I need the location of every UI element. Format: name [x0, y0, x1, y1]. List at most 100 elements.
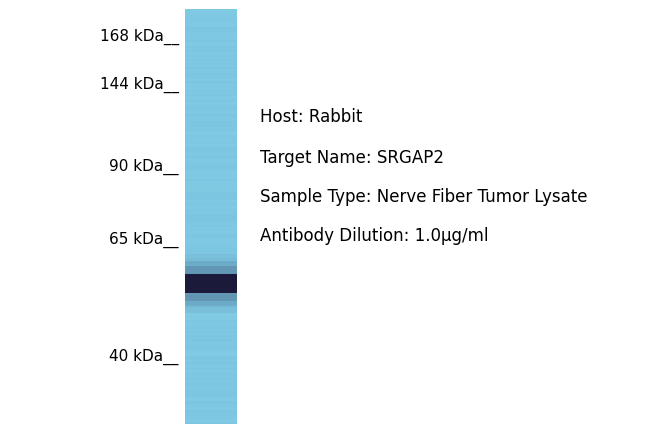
Bar	[185, 404, 237, 406]
Bar	[185, 185, 237, 187]
Bar	[185, 190, 237, 191]
Bar	[185, 289, 237, 291]
Bar	[185, 354, 237, 356]
Bar	[185, 260, 237, 262]
Bar	[185, 9, 237, 11]
Bar	[185, 19, 237, 21]
Bar	[185, 27, 237, 29]
Bar	[185, 200, 237, 202]
Bar	[185, 108, 237, 110]
Bar	[185, 294, 237, 295]
Text: Host: Rabbit: Host: Rabbit	[260, 108, 363, 126]
Text: Target Name: SRGAP2: Target Name: SRGAP2	[260, 149, 444, 167]
Bar	[185, 15, 237, 17]
Bar	[185, 25, 237, 27]
Bar	[185, 86, 237, 87]
Bar	[185, 406, 237, 408]
Bar	[185, 107, 237, 108]
Bar	[185, 225, 237, 227]
Bar	[185, 275, 237, 277]
Bar	[185, 243, 237, 246]
Bar	[185, 212, 237, 214]
Bar	[185, 255, 237, 313]
Bar	[185, 17, 237, 19]
Bar	[185, 231, 237, 233]
Bar	[185, 362, 237, 364]
Bar	[185, 94, 237, 96]
Bar	[185, 162, 237, 165]
Bar	[185, 401, 237, 404]
Bar	[185, 366, 237, 368]
Bar	[185, 261, 237, 307]
Bar	[185, 343, 237, 346]
Bar	[185, 206, 237, 208]
Bar	[185, 125, 237, 127]
Bar	[185, 179, 237, 181]
Bar	[185, 152, 237, 154]
Bar	[185, 87, 237, 90]
Bar	[185, 71, 237, 73]
Bar	[185, 84, 237, 86]
Bar	[185, 273, 237, 275]
Bar	[185, 271, 237, 273]
Bar	[185, 32, 237, 34]
Bar	[185, 171, 237, 173]
Text: 144 kDa__: 144 kDa__	[99, 76, 179, 93]
Bar	[185, 216, 237, 219]
Bar	[185, 158, 237, 160]
Bar	[185, 144, 237, 146]
Bar	[185, 387, 237, 389]
Bar	[185, 150, 237, 152]
Bar	[185, 397, 237, 399]
Bar	[185, 420, 237, 422]
Bar	[185, 34, 237, 36]
Bar	[185, 258, 237, 260]
Bar	[185, 331, 237, 333]
Bar	[185, 314, 237, 316]
Bar	[185, 221, 237, 223]
Bar	[185, 75, 237, 77]
Bar	[185, 412, 237, 414]
Bar	[185, 291, 237, 294]
Bar	[185, 375, 237, 377]
Bar	[185, 183, 237, 185]
Bar	[185, 318, 237, 320]
Bar	[185, 129, 237, 131]
Bar	[185, 127, 237, 129]
Bar	[185, 160, 237, 162]
Bar	[185, 21, 237, 23]
Bar	[185, 52, 237, 55]
Bar	[185, 410, 237, 412]
Bar	[185, 177, 237, 179]
Bar	[185, 252, 237, 254]
Bar	[185, 266, 237, 268]
Bar	[185, 90, 237, 92]
Bar	[185, 295, 237, 297]
Bar	[185, 36, 237, 38]
Bar	[185, 378, 237, 381]
Bar	[185, 418, 237, 420]
Bar	[185, 23, 237, 25]
Bar	[185, 333, 237, 335]
Bar	[185, 385, 237, 387]
Bar	[185, 356, 237, 358]
Bar	[185, 169, 237, 171]
Bar	[185, 227, 237, 229]
Bar	[185, 191, 237, 194]
Bar	[185, 364, 237, 366]
Bar	[185, 399, 237, 401]
Bar	[185, 316, 237, 318]
Bar	[185, 48, 237, 50]
Bar	[185, 242, 237, 243]
Bar	[185, 102, 237, 104]
Bar	[185, 136, 237, 138]
Bar	[185, 181, 237, 183]
Text: 90 kDa__: 90 kDa__	[109, 158, 179, 175]
Bar	[185, 304, 237, 306]
Bar	[185, 121, 237, 123]
Text: 40 kDa__: 40 kDa__	[109, 349, 179, 365]
Bar	[185, 337, 237, 339]
Bar	[185, 349, 237, 352]
Bar	[185, 187, 237, 190]
Bar	[185, 279, 237, 281]
